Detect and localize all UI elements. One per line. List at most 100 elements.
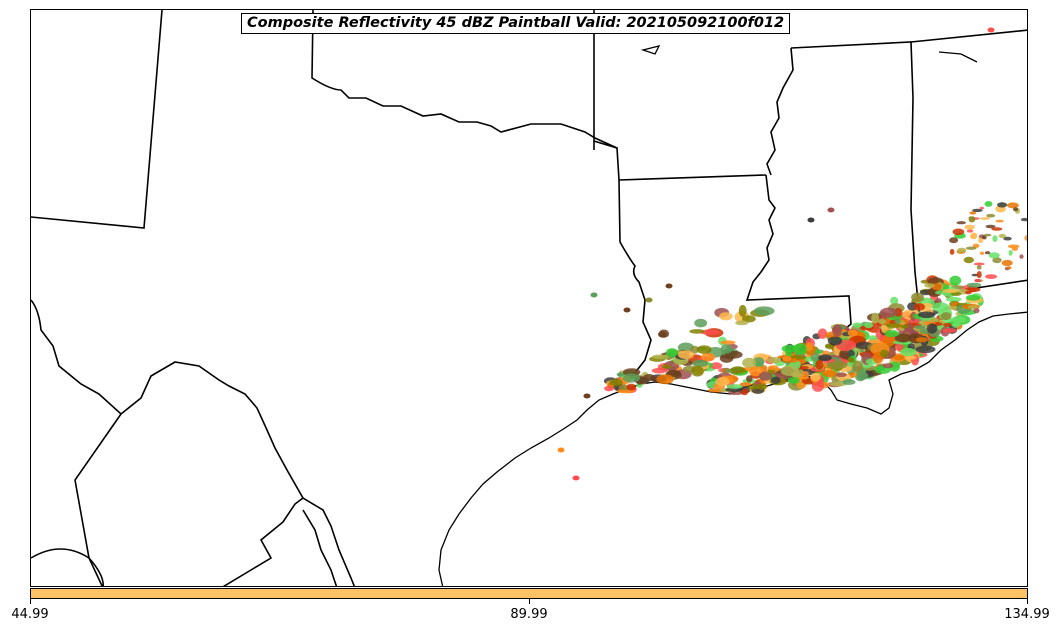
paintball-blob-372 bbox=[911, 292, 924, 303]
paintball-blob-461 bbox=[785, 349, 793, 358]
colorbar-tick-1 bbox=[529, 599, 530, 604]
paintball-blob-610 bbox=[949, 248, 955, 255]
paintball-blob-354 bbox=[940, 312, 952, 321]
paintball-blob-594 bbox=[949, 237, 959, 244]
paintball-blob-560 bbox=[966, 229, 974, 233]
paintball-blob-619 bbox=[984, 233, 992, 237]
paintball-blob-256 bbox=[822, 370, 838, 377]
paintball-blob-465 bbox=[771, 376, 781, 384]
paintball-blob-217 bbox=[867, 335, 879, 341]
paintball-blob-367 bbox=[942, 288, 959, 293]
paintball-blob-168 bbox=[894, 342, 904, 351]
paintball-blob-445 bbox=[780, 365, 798, 376]
paintball-blob-162 bbox=[904, 355, 917, 360]
paintball-blob-377 bbox=[931, 302, 950, 312]
paintball-blob-374 bbox=[913, 303, 926, 311]
paintball-blob-246 bbox=[900, 347, 917, 357]
paintball-blob-577 bbox=[969, 211, 977, 215]
paintball-blob-365 bbox=[953, 322, 962, 327]
colorbar-label-0: 44.99 bbox=[11, 607, 49, 622]
paintball-blob-252 bbox=[880, 349, 889, 358]
paintball-blob-524 bbox=[696, 345, 712, 354]
paintball-blob-195 bbox=[767, 365, 779, 371]
paintball-blob-452 bbox=[758, 371, 773, 381]
paintball-blob-469 bbox=[818, 354, 832, 362]
paintball-blob-364 bbox=[884, 330, 899, 338]
paintball-blob-576 bbox=[972, 208, 983, 213]
map-title: Composite Reflectivity 45 dBZ Paintball … bbox=[241, 13, 791, 34]
paintball-blob-346 bbox=[965, 290, 972, 295]
paintball-blob-334 bbox=[894, 319, 901, 324]
paintball-blob-177 bbox=[852, 322, 863, 328]
paintball-blob-355 bbox=[973, 307, 980, 314]
paintball-blob-504 bbox=[651, 367, 668, 374]
paintball-blob-501 bbox=[701, 352, 716, 362]
paintball-blob-396 bbox=[722, 367, 731, 374]
paintball-blob-499 bbox=[710, 362, 723, 370]
paintball-blob-585 bbox=[986, 213, 996, 218]
paintball-blob-564 bbox=[963, 256, 974, 264]
paintball-blob-628 bbox=[742, 315, 756, 323]
paintball-blob-561 bbox=[992, 235, 998, 243]
paintball-blob-219 bbox=[864, 321, 873, 329]
paintball-blob-617 bbox=[974, 279, 981, 282]
paintball-blob-636 bbox=[645, 297, 653, 303]
paintball-blob-641 bbox=[987, 27, 995, 33]
paintball-blob-375 bbox=[924, 283, 935, 288]
paintball-blob-529 bbox=[720, 344, 733, 354]
paintball-blob-600 bbox=[997, 202, 1008, 208]
paintball-blob-245 bbox=[847, 329, 858, 337]
reflectivity-paintball bbox=[557, 27, 1027, 481]
paintball-blob-593 bbox=[984, 201, 993, 207]
paintball-blob-606 bbox=[1006, 266, 1012, 270]
colorbar bbox=[30, 588, 1028, 599]
paintball-blob-253 bbox=[832, 324, 843, 337]
colorbar-tick-0 bbox=[30, 599, 31, 604]
mx-state-1 bbox=[74, 413, 122, 586]
paintball-blob-584 bbox=[1024, 235, 1027, 241]
paintball-blob-631 bbox=[738, 304, 747, 317]
paintball-blob-314 bbox=[935, 298, 942, 304]
colorbar-label-1: 89.99 bbox=[510, 607, 548, 622]
paintball-blob-491 bbox=[689, 345, 700, 354]
paintball-blob-597 bbox=[952, 228, 965, 236]
colorbar-tick-2 bbox=[1027, 599, 1028, 604]
paintball-blob-578 bbox=[1007, 202, 1019, 209]
paintball-blob-522 bbox=[651, 354, 669, 360]
paintball-blob-360 bbox=[965, 294, 981, 301]
paintball-blob-567 bbox=[1019, 254, 1024, 259]
paintball-blob-446 bbox=[748, 365, 763, 377]
paintball-blob-640 bbox=[583, 393, 591, 399]
ms-al-border bbox=[790, 41, 922, 331]
paintball-blob-637 bbox=[665, 283, 673, 289]
tn-border bbox=[910, 29, 1027, 43]
mx-state-4 bbox=[302, 509, 338, 586]
paintball-blob-464 bbox=[739, 382, 752, 387]
paintball-blob-638 bbox=[557, 447, 565, 453]
paintball-blob-527 bbox=[656, 374, 674, 385]
paintball-blob-604 bbox=[964, 224, 975, 230]
paintball-blob-556 bbox=[626, 383, 637, 391]
paintball-blob-609 bbox=[965, 246, 977, 250]
paintball-blob-361 bbox=[894, 333, 912, 343]
paintball-blob-572 bbox=[973, 262, 985, 266]
paintball-blob-595 bbox=[957, 247, 967, 253]
paintball-blob-583 bbox=[991, 227, 1003, 231]
nm-border bbox=[31, 10, 163, 229]
mx-state-2 bbox=[31, 548, 105, 586]
ar-la-border bbox=[618, 174, 767, 181]
paintball-blob-526 bbox=[720, 340, 736, 345]
paintball-blob-468 bbox=[782, 355, 792, 362]
tn-river bbox=[938, 51, 978, 63]
paintball-blob-338 bbox=[950, 316, 967, 323]
paintball-blob-574 bbox=[1007, 244, 1020, 249]
ms-ar-border bbox=[766, 47, 794, 176]
rio-grande bbox=[31, 299, 356, 586]
paintball-blob-457 bbox=[747, 385, 760, 390]
paintball-blob-616 bbox=[985, 274, 998, 279]
paintball-blob-184 bbox=[882, 334, 897, 347]
map-panel bbox=[30, 9, 1028, 587]
paintball-blob-569 bbox=[979, 251, 985, 255]
paintball-blob-611 bbox=[982, 235, 987, 240]
paintball-blob-643 bbox=[807, 217, 815, 223]
